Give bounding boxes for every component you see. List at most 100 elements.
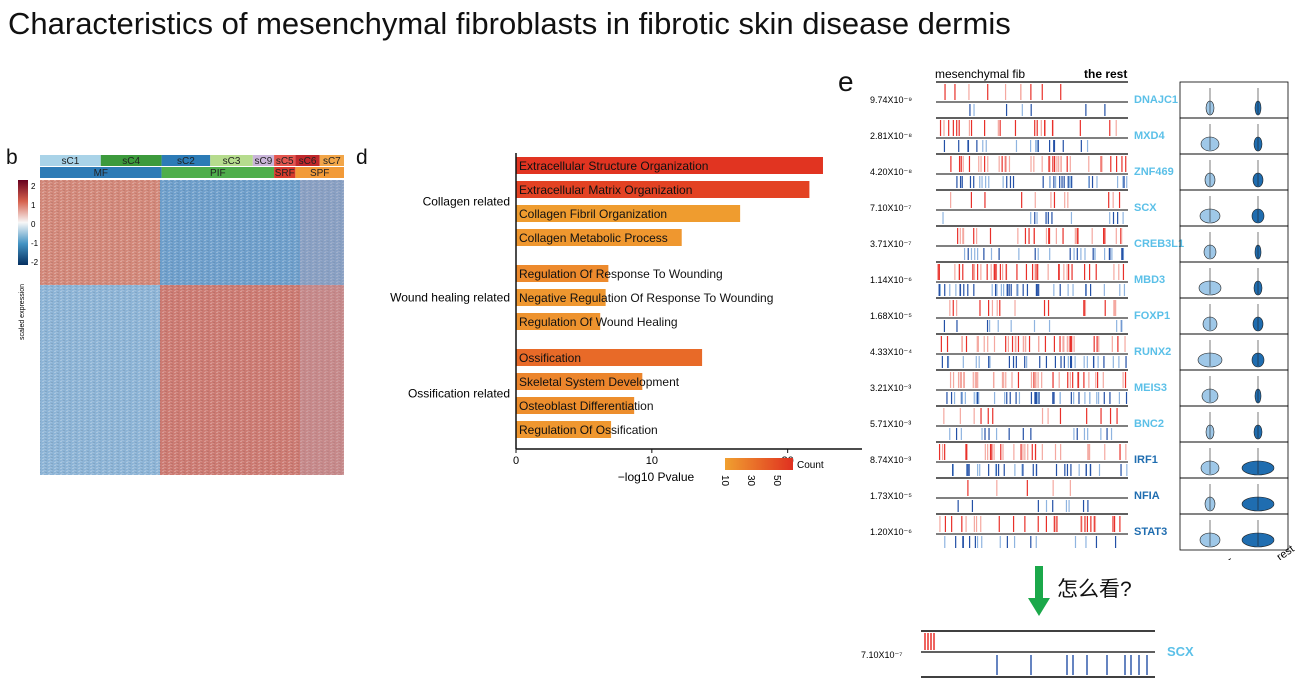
tf-pvalue: 1.14X10⁻⁶ bbox=[870, 275, 912, 285]
group-label: SPF bbox=[310, 168, 329, 179]
legend-tick: 0 bbox=[31, 220, 36, 229]
bar bbox=[516, 289, 606, 306]
tf-pvalue: 4.33X10⁻⁴ bbox=[870, 347, 912, 357]
down-arrow-icon bbox=[1028, 566, 1050, 616]
count-legend-title: Count bbox=[797, 460, 824, 471]
cluster-label: sC3 bbox=[223, 156, 241, 167]
cluster-band-3 bbox=[210, 155, 253, 166]
bar bbox=[516, 229, 682, 246]
cluster-band-7 bbox=[319, 155, 344, 166]
count-legend-tick: 30 bbox=[745, 475, 756, 487]
violin-cell bbox=[1179, 513, 1289, 551]
cluster-band-2 bbox=[161, 155, 211, 166]
bar bbox=[516, 157, 823, 174]
tf-gene-label: DNAJC1 bbox=[1134, 94, 1178, 106]
tf-row: 1.20X10⁻⁶ STAT3 bbox=[870, 513, 1167, 548]
tf-gene-label: RUNX2 bbox=[1134, 346, 1171, 358]
tf-pvalue: 3.21X10⁻³ bbox=[870, 383, 911, 393]
panel-label-e: e bbox=[838, 66, 854, 97]
annotation-text: 怎么看? bbox=[1057, 578, 1132, 601]
heatmap-color-legend: 2 1 0 -1 -2 scaled expression bbox=[18, 180, 39, 340]
panel-label-d: d bbox=[356, 146, 368, 169]
tf-gene-label: MBD3 bbox=[1134, 274, 1165, 286]
tf-pvalue: 3.71X10⁻⁷ bbox=[870, 239, 912, 249]
tf-gene-label: SCX bbox=[1134, 202, 1157, 214]
bar-label: Regulation Of Ossification bbox=[519, 423, 658, 437]
violin-cell bbox=[1179, 441, 1289, 479]
violin-cell bbox=[1179, 225, 1289, 263]
cluster-annotation-bar: sC1 sC4 sC2 sC3 sC9 sC5 sC6 sC7 bbox=[40, 155, 344, 167]
violin-cell bbox=[1179, 189, 1289, 227]
cluster-label: sC5 bbox=[276, 156, 294, 167]
tf-pvalue: 2.81X10⁻⁸ bbox=[870, 131, 912, 141]
tf-row: 5.71X10⁻³ BNC2 bbox=[870, 405, 1164, 440]
tf-row: 1.73X10⁻⁵ NFIA bbox=[870, 477, 1160, 512]
count-legend: Count 10 30 50 bbox=[719, 458, 824, 487]
group-band-0 bbox=[40, 167, 162, 178]
cluster-label: sC9 bbox=[255, 156, 273, 167]
count-legend-tick: 50 bbox=[771, 475, 782, 487]
group-label: SRF bbox=[275, 168, 295, 179]
violin-cell bbox=[1179, 477, 1289, 515]
legend-tick: 2 bbox=[31, 182, 36, 191]
violin-x-label: MF bbox=[1217, 557, 1237, 560]
group-label: Wound healing related bbox=[390, 291, 510, 305]
heatmap-panel: sC1 sC4 sC2 sC3 sC9 sC5 sC6 sC7 MF PIF SRF SPF 2 1 0… bbox=[18, 155, 344, 475]
bar-label: Collagen Metabolic Process bbox=[519, 231, 668, 245]
cluster-label: sC1 bbox=[62, 156, 80, 167]
tf-row: 1.14X10⁻⁶ MBD3 bbox=[870, 261, 1165, 296]
zoom-gene-label: SCX bbox=[1167, 644, 1194, 659]
enrichment-bar-chart: Extracellular Structure Organization Extr… bbox=[390, 153, 862, 487]
bar-label: Extracellular Matrix Organization bbox=[519, 183, 692, 197]
tf-pvalue: 5.71X10⁻³ bbox=[870, 419, 911, 429]
tf-pvalue: 9.74X10⁻⁹ bbox=[870, 95, 912, 105]
group-band-1 bbox=[161, 167, 275, 178]
zoom-panel-scx: 7.10X10⁻⁷ SCX bbox=[861, 630, 1194, 678]
header-the-rest: the rest bbox=[1084, 67, 1127, 81]
tf-gene-label: MXD4 bbox=[1134, 130, 1165, 142]
tf-gene-label: CREB3L1 bbox=[1134, 238, 1184, 250]
violin-cell bbox=[1179, 369, 1289, 407]
cluster-band-6 bbox=[295, 155, 320, 166]
tf-gene-label: FOXP1 bbox=[1134, 310, 1170, 322]
tf-pvalue: 8.74X10⁻³ bbox=[870, 455, 911, 465]
figure-title: Characteristics of mesenchymal fibroblas… bbox=[8, 6, 1011, 41]
bar-label: Regulation Of Wound Healing bbox=[519, 315, 678, 329]
bar-label: Negative Regulation Of Response To Wound… bbox=[519, 291, 773, 305]
violin-cell bbox=[1179, 153, 1289, 191]
zoom-pvalue: 7.10X10⁻⁷ bbox=[861, 650, 903, 660]
group-label: MF bbox=[94, 168, 108, 179]
bar-label: Regulation Of Response To Wounding bbox=[519, 267, 723, 281]
bar bbox=[516, 205, 741, 222]
violin-cell bbox=[1179, 297, 1289, 335]
header-mesenchymal: mesenchymal fib bbox=[935, 67, 1025, 81]
group-label: Ossification related bbox=[408, 387, 510, 401]
tf-row: 3.71X10⁻⁷ CREB3L1 bbox=[870, 225, 1184, 260]
bar bbox=[516, 373, 643, 390]
tf-row: 3.21X10⁻³ MEIS3 bbox=[870, 369, 1167, 404]
tf-gene-label: BNC2 bbox=[1134, 418, 1164, 430]
violin-cell bbox=[1179, 333, 1289, 371]
group-annotation-bar: MF PIF SRF SPF bbox=[40, 167, 344, 179]
x-tick: 10 bbox=[646, 455, 658, 467]
cluster-band-4 bbox=[252, 155, 275, 166]
legend-tick: -1 bbox=[31, 239, 39, 248]
cluster-label: sC2 bbox=[177, 156, 195, 167]
bar bbox=[516, 421, 612, 438]
tf-row: 1.68X10⁻⁵ FOXP1 bbox=[870, 297, 1170, 332]
tf-pvalue: 4.20X10⁻⁸ bbox=[870, 167, 912, 177]
tf-pvalue: 7.10X10⁻⁷ bbox=[870, 203, 912, 213]
bar bbox=[516, 313, 601, 330]
count-legend-tick: 10 bbox=[719, 475, 730, 487]
tf-gene-label: STAT3 bbox=[1134, 526, 1167, 538]
tf-pvalue: 1.73X10⁻⁵ bbox=[870, 491, 912, 501]
bar-label: Ossification bbox=[519, 351, 581, 365]
legend-label: scaled expression bbox=[19, 284, 26, 340]
zoom-barcode bbox=[924, 633, 1148, 675]
legend-tick: 1 bbox=[31, 201, 36, 210]
cluster-band-1 bbox=[100, 155, 162, 166]
cluster-label: sC6 bbox=[299, 156, 317, 167]
cluster-label: sC4 bbox=[122, 156, 140, 167]
tf-pvalue: 1.20X10⁻⁶ bbox=[870, 527, 912, 537]
count-legend-bar bbox=[725, 458, 793, 470]
